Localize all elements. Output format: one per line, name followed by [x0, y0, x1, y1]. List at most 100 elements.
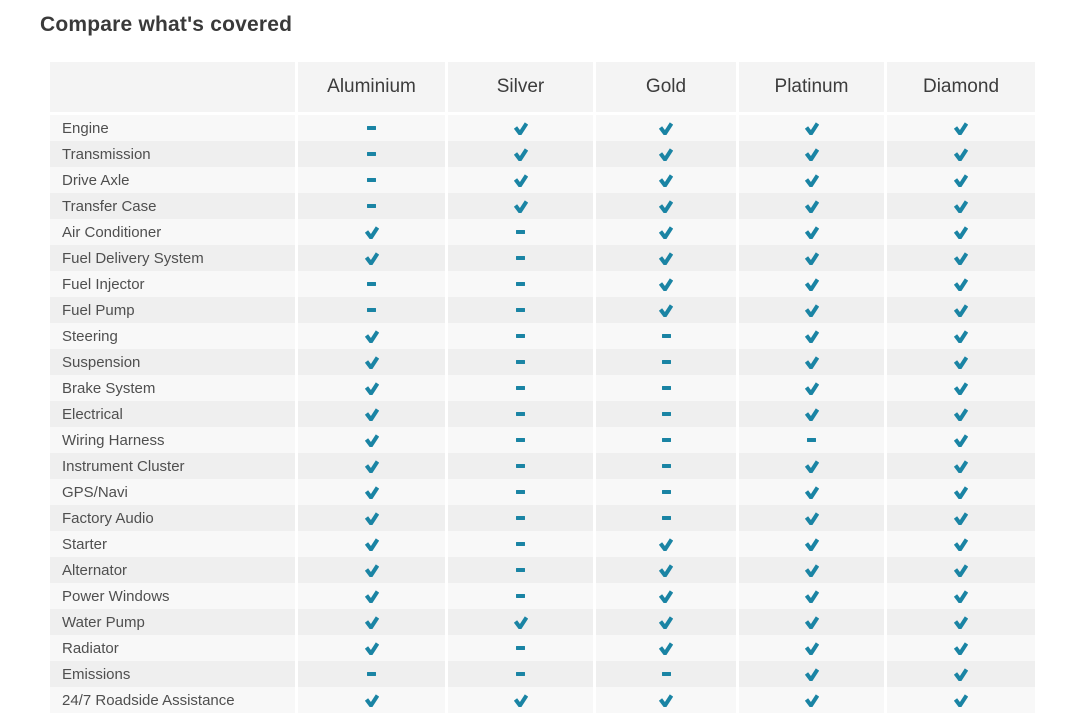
- coverage-cell: [739, 401, 884, 427]
- row-label: Engine: [50, 115, 295, 141]
- dash-icon: [516, 412, 525, 416]
- dash-icon: [516, 282, 525, 286]
- header-cell-platinum: Platinum: [739, 62, 884, 112]
- table-row: Suspension: [50, 349, 1035, 375]
- table-row: Alternator: [50, 557, 1035, 583]
- check-icon: [659, 277, 673, 291]
- check-icon: [804, 563, 819, 577]
- check-icon: [659, 615, 673, 629]
- table-row: Transfer Case: [50, 193, 1035, 219]
- row-label: Air Conditioner: [50, 219, 295, 245]
- row-label: Fuel Pump: [50, 297, 295, 323]
- coverage-cell: [448, 193, 593, 219]
- check-icon: [364, 511, 379, 525]
- check-icon: [364, 641, 379, 655]
- coverage-cell: [739, 271, 884, 297]
- coverage-cell: [298, 661, 445, 687]
- table-row: Fuel Delivery System: [50, 245, 1035, 271]
- coverage-cell: [298, 245, 445, 271]
- check-icon: [954, 589, 968, 603]
- coverage-cell: [887, 453, 1035, 479]
- check-icon: [659, 537, 673, 551]
- check-icon: [954, 407, 968, 421]
- coverage-cell: [887, 583, 1035, 609]
- dash-icon: [516, 672, 525, 676]
- row-label: Emissions: [50, 661, 295, 687]
- check-icon: [364, 693, 379, 707]
- coverage-cell: [739, 427, 884, 453]
- check-icon: [804, 615, 819, 629]
- check-icon: [364, 433, 379, 447]
- check-icon: [513, 121, 528, 135]
- check-icon: [659, 147, 673, 161]
- row-label: Suspension: [50, 349, 295, 375]
- coverage-cell: [596, 349, 736, 375]
- check-icon: [954, 563, 968, 577]
- coverage-cell: [739, 531, 884, 557]
- dash-icon: [367, 152, 376, 156]
- table-row: Power Windows: [50, 583, 1035, 609]
- coverage-cell: [739, 505, 884, 531]
- check-icon: [364, 251, 379, 265]
- coverage-cell: [887, 661, 1035, 687]
- check-icon: [513, 693, 528, 707]
- coverage-cell: [887, 349, 1035, 375]
- check-icon: [513, 199, 528, 213]
- dash-icon: [516, 230, 525, 234]
- coverage-cell: [887, 479, 1035, 505]
- check-icon: [804, 589, 819, 603]
- check-icon: [804, 329, 819, 343]
- check-icon: [804, 459, 819, 473]
- check-icon: [659, 121, 673, 135]
- dash-icon: [516, 464, 525, 468]
- coverage-cell: [596, 583, 736, 609]
- dash-icon: [516, 646, 525, 650]
- check-icon: [659, 563, 673, 577]
- row-label: Fuel Delivery System: [50, 245, 295, 271]
- dash-icon: [516, 334, 525, 338]
- coverage-cell: [739, 557, 884, 583]
- coverage-cell: [739, 661, 884, 687]
- dash-icon: [661, 516, 671, 520]
- coverage-cell: [448, 349, 593, 375]
- coverage-cell: [448, 167, 593, 193]
- coverage-cell: [596, 115, 736, 141]
- coverage-cell: [448, 453, 593, 479]
- coverage-cell: [887, 219, 1035, 245]
- coverage-cell: [739, 323, 884, 349]
- row-label: Electrical: [50, 401, 295, 427]
- dash-icon: [367, 126, 376, 130]
- dash-icon: [367, 178, 376, 182]
- table-row: Water Pump: [50, 609, 1035, 635]
- coverage-comparison-table: Aluminium Silver Gold Platinum Diamond Engin…: [50, 62, 1035, 713]
- dash-icon: [516, 386, 525, 390]
- check-icon: [364, 537, 379, 551]
- coverage-cell: [448, 531, 593, 557]
- check-icon: [659, 589, 673, 603]
- check-icon: [364, 355, 379, 369]
- coverage-cell: [596, 141, 736, 167]
- table-row: Wiring Harness: [50, 427, 1035, 453]
- check-icon: [804, 381, 819, 395]
- check-icon: [954, 459, 968, 473]
- check-icon: [804, 173, 819, 187]
- coverage-cell: [298, 531, 445, 557]
- check-icon: [659, 225, 673, 239]
- check-icon: [364, 459, 379, 473]
- coverage-cell: [887, 609, 1035, 635]
- coverage-cell: [887, 635, 1035, 661]
- coverage-cell: [448, 687, 593, 713]
- coverage-cell: [739, 193, 884, 219]
- row-label: GPS/Navi: [50, 479, 295, 505]
- dash-icon: [516, 360, 525, 364]
- check-icon: [954, 537, 968, 551]
- coverage-cell: [298, 427, 445, 453]
- check-icon: [804, 407, 819, 421]
- check-icon: [954, 641, 968, 655]
- check-icon: [954, 693, 968, 707]
- table-row: Instrument Cluster: [50, 453, 1035, 479]
- coverage-cell: [887, 193, 1035, 219]
- coverage-cell: [596, 453, 736, 479]
- coverage-cell: [596, 531, 736, 557]
- coverage-cell: [448, 479, 593, 505]
